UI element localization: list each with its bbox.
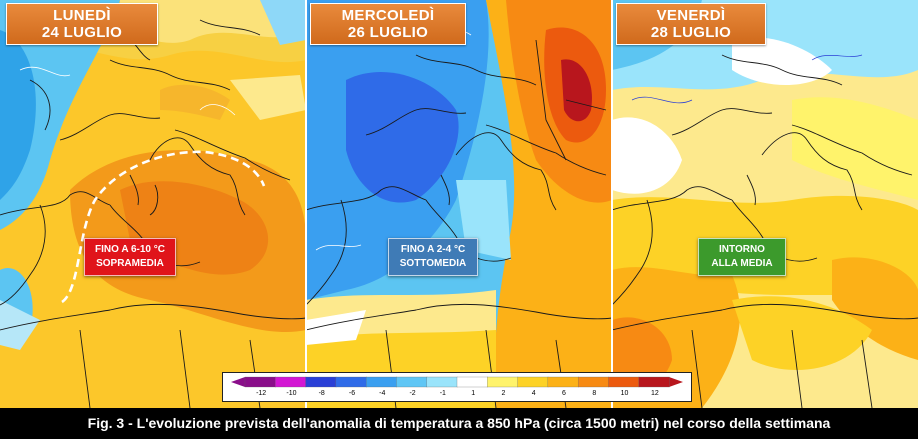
legend-tick-label: 8 xyxy=(592,390,597,397)
callout-line-1: FINO A 6-10 °C xyxy=(95,244,165,255)
callout-line-2: SOPRAMEDIA xyxy=(96,258,164,269)
legend-swatch xyxy=(244,376,276,388)
legend-swatch xyxy=(547,376,579,388)
legend-swatch xyxy=(275,376,307,388)
legend-swatch xyxy=(305,376,337,388)
day-badge: MERCOLEDÌ 26 LUGLIO xyxy=(310,3,466,45)
legend-swatch xyxy=(638,376,670,388)
legend-tick-label: 12 xyxy=(650,390,659,397)
map-panel-monday: LUNEDÌ 24 LUGLIO FINO A 6-10 °C SOPRAMED… xyxy=(0,0,306,408)
day-badge: VENERDÌ 28 LUGLIO xyxy=(616,3,766,45)
day-date: 26 LUGLIO xyxy=(347,24,429,41)
anomaly-callout: FINO A 2-4 °C SOTTOMEDIA xyxy=(388,238,478,276)
anomaly-map-friday xyxy=(612,0,918,408)
legend-tick-label: -6 xyxy=(348,390,356,397)
legend-arrow-high xyxy=(669,377,683,387)
legend-tick-label: 6 xyxy=(562,390,566,397)
day-name: VENERDÌ xyxy=(656,7,726,24)
legend-tick-label: -4 xyxy=(379,390,386,397)
callout-line-1: INTORNO xyxy=(719,244,765,255)
anomaly-map-wednesday xyxy=(306,0,612,408)
legend-tick-label: 2 xyxy=(501,390,506,397)
color-scale-bar xyxy=(231,376,683,388)
legend-swatch xyxy=(396,376,428,388)
legend-tick-label: -1 xyxy=(439,390,446,397)
legend-swatch xyxy=(517,376,549,388)
map-panel-friday: VENERDÌ 28 LUGLIO INTORNO ALLA MEDIA xyxy=(612,0,918,408)
color-scale-legend: -12 -10 -8 -6 -4 -2 -1 1 2 4 6 8 10 12 xyxy=(222,372,692,402)
legend-tick-label: 1 xyxy=(471,390,476,397)
day-date: 24 LUGLIO xyxy=(41,24,123,41)
anomaly-callout: FINO A 6-10 °C SOPRAMEDIA xyxy=(84,238,176,276)
day-badge: LUNEDÌ 24 LUGLIO xyxy=(6,3,158,45)
legend-tick-label: -10 xyxy=(286,390,297,397)
map-panel-wednesday: MERCOLEDÌ 26 LUGLIO FINO A 2-4 °C SOTTOM… xyxy=(306,0,612,408)
legend-tick-label: -2 xyxy=(409,390,416,397)
day-name: LUNEDÌ xyxy=(53,7,111,24)
legend-swatch xyxy=(577,376,610,388)
day-name: MERCOLEDÌ xyxy=(341,7,435,24)
callout-line-1: FINO A 2-4 °C xyxy=(400,244,466,255)
legend-tick-label: -12 xyxy=(256,390,267,397)
legend-swatch xyxy=(365,376,398,388)
legend-swatch xyxy=(487,376,519,388)
callout-line-2: ALLA MEDIA xyxy=(711,258,773,269)
anomaly-map-monday xyxy=(0,0,306,408)
anomaly-callout: INTORNO ALLA MEDIA xyxy=(698,238,786,276)
legend-swatch xyxy=(456,376,488,388)
legend-swatch xyxy=(335,376,367,388)
legend-swatch xyxy=(426,376,458,388)
legend-tick-label: 10 xyxy=(620,390,629,397)
figure-caption: Fig. 3 - L'evoluzione prevista dell'anom… xyxy=(0,408,918,439)
callout-line-2: SOTTOMEDIA xyxy=(399,258,467,269)
panel-divider xyxy=(305,0,307,408)
legend-swatch xyxy=(608,376,640,388)
legend-arrow-low xyxy=(231,377,245,387)
legend-tick-label: 4 xyxy=(531,390,536,397)
panel-divider xyxy=(611,0,613,408)
day-date: 28 LUGLIO xyxy=(650,24,732,41)
legend-tick-label: -8 xyxy=(318,390,325,397)
